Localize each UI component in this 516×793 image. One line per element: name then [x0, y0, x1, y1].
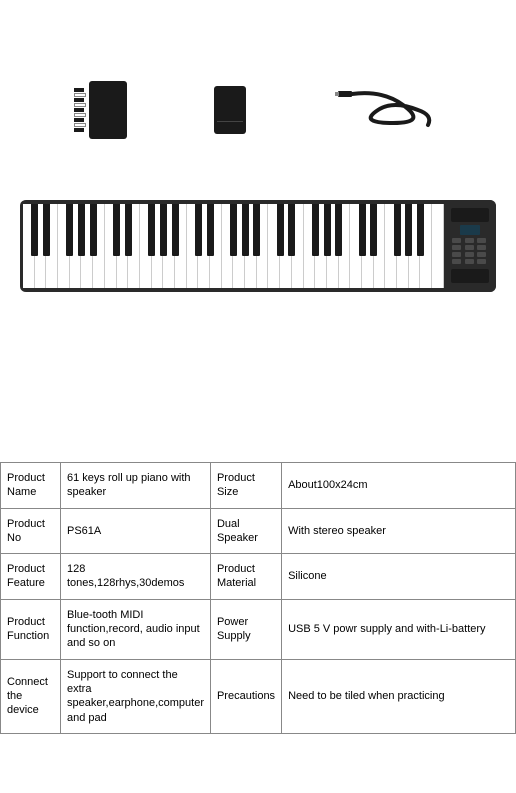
spec-value: With stereo speaker [282, 508, 516, 554]
white-key [432, 204, 444, 288]
spec-value: Support to connect the extra speaker,ear… [61, 659, 211, 733]
spec-label: Power Supply [210, 599, 281, 659]
black-key [288, 204, 295, 256]
spec-value: Blue-tooth MIDI function,record, audio i… [61, 599, 211, 659]
black-key [242, 204, 249, 256]
panel-display [460, 225, 480, 235]
black-key [195, 204, 202, 256]
table-row: Connect the deviceSupport to connect the… [1, 659, 516, 733]
black-key [335, 204, 342, 256]
black-key [31, 204, 38, 256]
spec-label: Product No [1, 508, 61, 554]
table-row: Product Feature128 tones,128rhys,30demos… [1, 554, 516, 600]
speaker-bottom [451, 269, 489, 283]
panel-buttons-grid [452, 238, 488, 264]
spec-value: 61 keys roll up piano with speaker [61, 463, 211, 509]
spec-value: USB 5 V powr supply and with-Li-battery [282, 599, 516, 659]
roll-up-piano [20, 200, 496, 292]
black-key [43, 204, 50, 256]
black-key [370, 204, 377, 256]
black-key [207, 204, 214, 256]
black-key [172, 204, 179, 256]
keys-strip-icon [74, 88, 86, 132]
piano-product-image [0, 180, 516, 332]
piano-keyboard [20, 200, 444, 292]
black-key [277, 204, 284, 256]
spec-label: Connect the device [1, 659, 61, 733]
specifications-table: Product Name61 keys roll up piano with s… [0, 462, 516, 734]
spec-value: About100x24cm [282, 463, 516, 509]
black-key [113, 204, 120, 256]
table-row: Product Name61 keys roll up piano with s… [1, 463, 516, 509]
black-key [78, 204, 85, 256]
black-key [324, 204, 331, 256]
table-row: Product NoPS61ADual SpeakerWith stereo s… [1, 508, 516, 554]
black-key [160, 204, 167, 256]
table-row: Product FunctionBlue-tooth MIDI function… [1, 599, 516, 659]
black-key [312, 204, 319, 256]
black-key [359, 204, 366, 256]
manual-accessory [74, 81, 127, 139]
spec-label: Product Name [1, 463, 61, 509]
spec-label: Product Material [210, 554, 281, 600]
spec-value: PS61A [61, 508, 211, 554]
piano-control-panel [444, 200, 496, 292]
black-key [394, 204, 401, 256]
black-key [405, 204, 412, 256]
black-key [253, 204, 260, 256]
spec-label: Product Feature [1, 554, 61, 600]
spec-label: Product Function [1, 599, 61, 659]
spec-label: Dual Speaker [210, 508, 281, 554]
spec-value: 128 tones,128rhys,30demos [61, 554, 211, 600]
black-key [417, 204, 424, 256]
black-key [125, 204, 132, 256]
black-key [66, 204, 73, 256]
manual-box [89, 81, 127, 139]
speaker-top [451, 208, 489, 222]
black-key [148, 204, 155, 256]
spec-value: Silicone [282, 554, 516, 600]
black-key [230, 204, 237, 256]
cable-icon [333, 85, 443, 135]
spec-label: Precautions [210, 659, 281, 733]
accessories-row [0, 0, 516, 180]
usb-cable-accessory [333, 85, 443, 135]
spec-value: Need to be tiled when practicing [282, 659, 516, 733]
battery-accessory [214, 86, 246, 134]
spec-label: Product Size [210, 463, 281, 509]
black-key [90, 204, 97, 256]
